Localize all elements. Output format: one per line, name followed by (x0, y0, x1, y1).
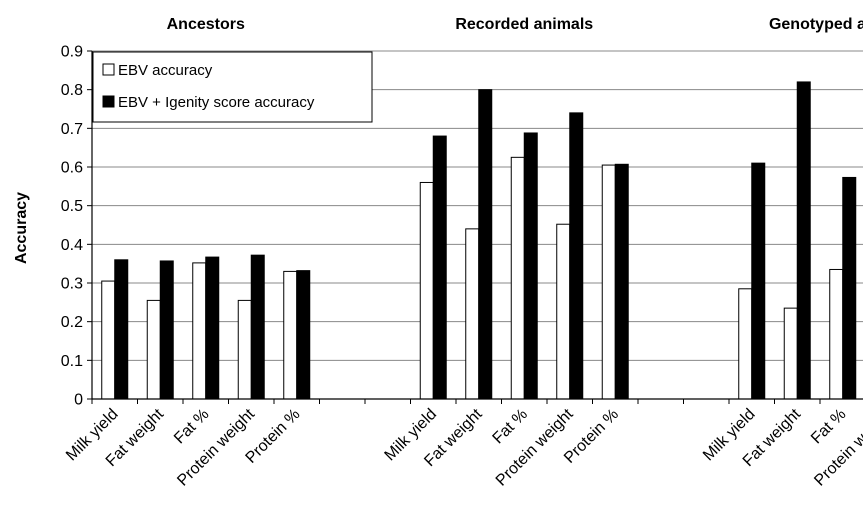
y-tick-labels: 0 0.1 0.2 0.3 0.4 0.5 0.6 0.7 0.8 0.9 (61, 44, 83, 409)
bar-ebv-accuracy (146, 299, 161, 400)
y-tick-label: 0.6 (61, 160, 83, 177)
bar-ebv-accuracy (829, 268, 844, 400)
bar-ebv-igenity-accuracy (432, 135, 447, 400)
bar-ebv-igenity-accuracy (751, 162, 766, 400)
bar-ebv-accuracy (465, 228, 480, 400)
y-tick-label: 0.4 (61, 237, 83, 254)
legend-box (92, 51, 373, 123)
bar-ebv-igenity-accuracy (478, 89, 493, 400)
bar-ebv-igenity-accuracy (842, 176, 857, 400)
legend-swatch (102, 63, 115, 76)
bar-ebv-accuracy (601, 164, 616, 400)
bar-ebv-igenity-accuracy (614, 163, 629, 400)
bar-ebv-accuracy (738, 288, 753, 400)
group-titles: Ancestors Recorded animals Genotyped anima… (167, 16, 863, 33)
x-tick-label: Fat % (490, 406, 532, 448)
group-title: Ancestors (167, 16, 245, 33)
bar-ebv-igenity-accuracy (569, 112, 584, 400)
y-tick-label: 0.1 (61, 353, 83, 370)
bar-ebv-igenity-accuracy (523, 132, 538, 400)
bar-ebv-accuracy (192, 262, 207, 400)
y-tick-label: 0.8 (61, 82, 83, 99)
y-tick-label: 0.7 (61, 121, 83, 138)
bar-ebv-accuracy (783, 307, 798, 400)
x-tick-label: Fat % (808, 406, 850, 448)
bars-layer (101, 81, 857, 400)
x-tick-label: Fat % (171, 406, 213, 448)
bar-ebv-accuracy (237, 299, 252, 400)
group-title: Genotyped animals (769, 16, 863, 33)
y-axis-title: Accuracy (13, 192, 30, 264)
bar-ebv-accuracy (419, 181, 434, 400)
bar-ebv-accuracy (283, 270, 298, 400)
bar-ebv-igenity-accuracy (114, 259, 129, 400)
bar-ebv-igenity-accuracy (159, 260, 174, 400)
axes-layer (87, 50, 863, 404)
legend-label: EBV accuracy (118, 62, 213, 79)
legend-label: EBV + Igenity score accuracy (118, 94, 315, 111)
gridlines (92, 50, 863, 361)
y-tick-label: 0.3 (61, 276, 83, 293)
bar-ebv-igenity-accuracy (250, 254, 265, 400)
y-tick-label: 0.2 (61, 314, 83, 331)
bar-ebv-igenity-accuracy (796, 81, 811, 400)
legend: EBV accuracy EBV + Igenity score accuracy (92, 51, 373, 123)
y-tick-label: 0 (74, 392, 83, 409)
bar-ebv-igenity-accuracy (205, 256, 220, 400)
bar-ebv-accuracy (510, 156, 525, 400)
y-tick-label: 0.9 (61, 44, 83, 61)
y-tick-label: 0.5 (61, 198, 83, 215)
bar-ebv-accuracy (556, 223, 571, 400)
bar-ebv-igenity-accuracy (296, 270, 311, 400)
legend-swatch (102, 95, 115, 108)
bar-ebv-accuracy (101, 280, 116, 400)
group-title: Recorded animals (455, 16, 593, 33)
